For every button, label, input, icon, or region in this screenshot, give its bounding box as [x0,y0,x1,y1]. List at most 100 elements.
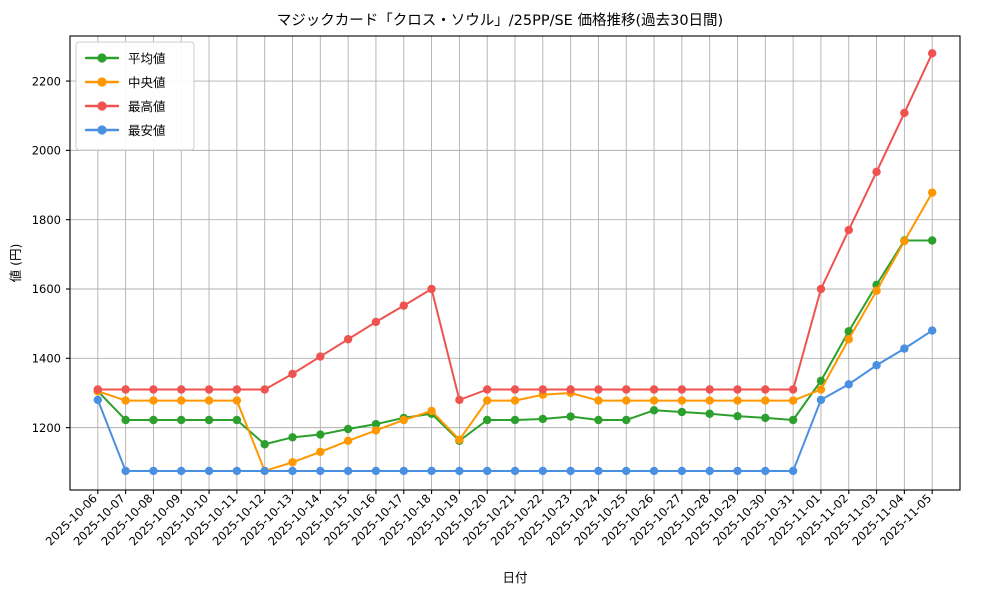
data-point [594,466,603,476]
data-point [288,458,297,467]
data-point [149,466,158,476]
y-axis-ticks: 1200 1400 1600 1800 2000 2200 [32,74,70,435]
data-point [510,396,520,405]
legend-label: 最高値 [128,99,166,114]
data-point [232,466,242,476]
data-point [900,344,909,353]
data-point [510,415,520,425]
data-point [594,415,603,425]
data-point [844,380,853,389]
data-point [482,385,492,394]
data-point [649,406,659,415]
data-point [733,396,742,405]
data-point [260,466,269,476]
data-point [566,385,575,394]
data-point [204,466,214,476]
legend-marker-icon [97,125,107,135]
data-point [93,395,103,405]
data-point [733,411,742,421]
data-point [232,396,242,405]
data-point [177,466,186,476]
data-point [788,466,798,476]
data-point [538,466,548,476]
data-point [316,447,325,457]
data-point [649,385,659,394]
data-point [733,466,742,476]
data-point [260,385,269,394]
data-point [177,415,186,425]
data-point [149,385,158,394]
data-point [455,395,464,405]
x-axis-ticks: 2025-10-062025-10-072025-10-082025-10-09… [43,490,934,548]
data-point [761,396,770,405]
y-tick-label: 2000 [32,144,61,158]
x-axis-label: 日付 [502,570,527,585]
data-point [788,396,798,405]
y-tick-label: 1200 [32,421,61,435]
data-point [816,284,826,294]
data-point [204,415,214,425]
legend-marker-icon [97,53,107,63]
data-point [788,385,798,394]
data-point [538,414,548,424]
data-point [316,430,325,439]
data-point [204,385,214,394]
data-point [121,466,130,476]
series-中央値 [93,188,937,476]
series-平均値 [93,236,937,449]
y-tick-label: 2200 [32,74,61,88]
data-point [399,301,408,310]
data-point [649,466,659,476]
data-point [927,326,937,335]
data-point [316,352,325,361]
data-point [316,466,325,476]
data-point [677,407,687,417]
data-point [343,436,353,445]
data-point [761,466,770,476]
legend-item-平均値[interactable]: 平均値 [84,51,166,66]
data-point [482,396,492,405]
legend-label: 最安値 [128,123,166,138]
y-tick-label: 1800 [32,213,61,227]
legend-item-最高値[interactable]: 最高値 [84,99,166,114]
data-point [538,385,548,394]
data-point [705,409,714,418]
data-point [622,385,631,394]
data-point [482,466,492,476]
data-point [677,385,687,394]
data-point [427,406,436,416]
data-point [343,335,353,344]
data-point [288,369,297,379]
data-point [788,415,798,425]
data-point [927,236,937,245]
data-point [427,284,436,294]
legend-item-中央値[interactable]: 中央値 [84,75,166,90]
data-point [371,317,381,327]
data-point [455,435,464,444]
data-point [232,385,242,394]
data-point [705,396,714,405]
data-point [649,396,659,405]
data-point [816,385,826,394]
data-point [872,167,881,177]
data-point [622,466,631,476]
data-point [927,188,937,197]
data-point [204,396,214,405]
data-point [455,466,464,476]
data-point [872,286,881,295]
data-point [149,415,158,425]
data-point [93,385,103,394]
data-point [844,335,853,344]
data-point [816,376,826,386]
data-point [399,415,408,425]
legend-item-最安値[interactable]: 最安値 [84,123,166,138]
data-point [705,466,714,476]
data-point [482,415,492,425]
data-point [427,466,436,476]
data-point [566,466,575,476]
data-point [371,466,381,476]
data-point [927,49,937,58]
